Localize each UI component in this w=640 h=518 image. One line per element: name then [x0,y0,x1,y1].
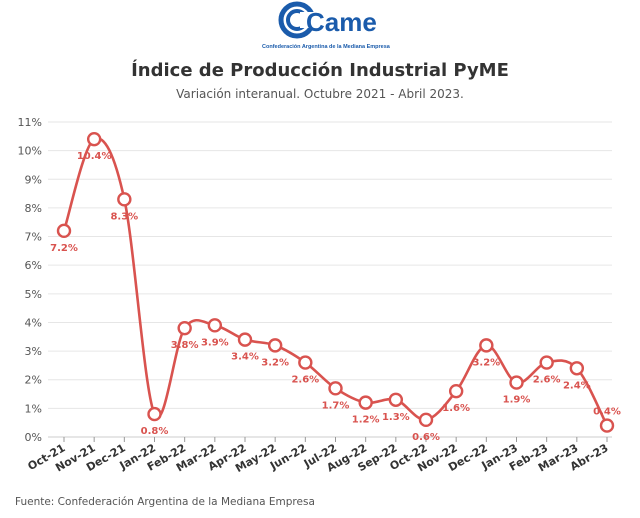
data-label: 10.4% [77,151,112,162]
logo-caption: Confederación Argentina de la Mediana Em… [262,44,390,50]
data-point [267,338,283,353]
y-tick-label: 1% [25,402,42,415]
data-label: 3.2% [261,357,289,368]
data-label: 7.2% [50,243,78,254]
data-label: 1.2% [352,415,380,426]
x-axis: Oct-21Nov-21Dec-21Jan-22Feb-22Mar-22Apr-… [25,437,611,475]
data-labels: 7.2%10.4%8.3%0.8%3.8% 3.9%3.4%3.2%2.6%1.7… [50,151,621,443]
data-label: 3.8% [171,340,199,351]
y-tick-label: 10% [18,145,42,158]
data-point [479,338,494,353]
data-label: 3.2% [472,357,500,368]
data-label: 2.6% [291,375,319,386]
data-point [147,406,162,422]
data-point [358,395,373,410]
y-tick-label: 4% [25,316,42,329]
y-tick-label: 2% [25,374,42,387]
data-points [56,131,615,433]
y-tick-label: 8% [25,202,42,215]
data-label: 2.6% [533,375,561,386]
data-point [539,355,554,370]
y-tick-label: 0% [25,431,42,444]
data-label: 3.4% [231,352,259,363]
data-point [207,318,223,333]
data-point [509,375,524,390]
data-point [86,131,102,147]
data-point [117,192,132,207]
chart-subtitle: Variación interanual. Octubre 2021 - Abr… [176,87,464,101]
data-point [56,223,72,239]
y-tick-label: 11% [18,116,42,129]
y-tick-label: 9% [25,173,42,186]
y-tick-label: 7% [25,231,42,244]
data-label: 0.8% [141,426,169,437]
logo-wordmark: Came [306,7,377,37]
data-label: 0.6% [412,432,440,443]
data-point [328,381,343,396]
data-label: 1.3% [382,412,410,423]
y-tick-label: 6% [25,259,42,272]
data-point [388,392,404,407]
data-point [448,383,464,399]
chart-title: Índice de Producción Industrial PyME [131,60,509,81]
y-tick-label: 3% [25,345,42,358]
data-point [569,361,585,376]
data-label: 2.4% [563,380,591,391]
data-label: 1.9% [503,395,531,406]
data-point [177,320,192,336]
data-label: 0.4% [593,407,621,418]
data-label: 8.3% [110,211,138,222]
data-point [418,412,434,428]
came-logo: Came [278,1,377,39]
data-point [237,332,253,347]
data-point [298,355,313,370]
source-note: Fuente: Confederación Argentina de la Me… [15,496,315,508]
y-tick-label: 5% [25,288,42,301]
data-label: 3.9% [201,337,229,348]
data-label: 1.7% [322,400,350,411]
data-label: 1.6% [442,403,470,414]
logo-c-gap [300,12,316,28]
y-axis: 0% 1% 2% 3% 4% 5% 6% 7% 8% 9% 10% 11% [18,116,42,444]
data-point [599,418,615,433]
